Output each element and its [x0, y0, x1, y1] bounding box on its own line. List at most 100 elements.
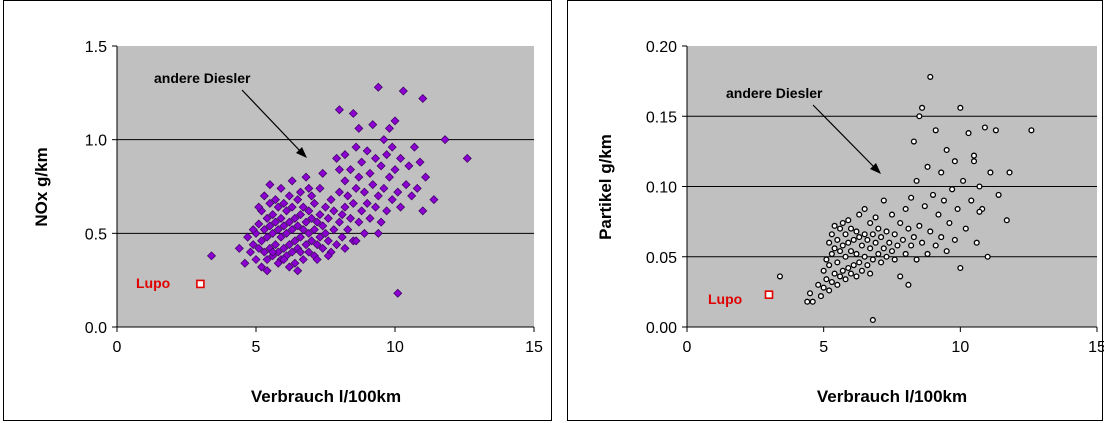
data-point: [938, 234, 945, 241]
data-point: [207, 251, 217, 261]
data-point: [976, 183, 983, 190]
data-point: [259, 247, 269, 257]
y-tick-label: 0.10: [646, 180, 677, 197]
data-point: [287, 225, 297, 235]
data-point: [243, 232, 253, 242]
data-point: [295, 247, 305, 257]
data-point: [384, 172, 394, 182]
data-point: [837, 273, 844, 280]
data-point: [307, 236, 317, 246]
data-point: [897, 273, 904, 280]
data-point: [842, 253, 849, 260]
data-point: [861, 205, 868, 213]
data-point: [828, 278, 835, 286]
lupo-marker: [196, 279, 205, 289]
data-point: [919, 239, 926, 246]
data-point: [307, 213, 317, 223]
data-point: [864, 262, 871, 269]
data-point: [853, 228, 860, 235]
data-point: [421, 172, 431, 182]
data-point: [279, 221, 289, 231]
data-point: [373, 82, 383, 92]
data-point: [373, 228, 383, 238]
data-point: [265, 221, 275, 231]
data-point: [384, 123, 394, 133]
data-point: [329, 225, 339, 235]
data-point: [954, 205, 961, 213]
data-point: [298, 225, 308, 235]
data-point: [845, 239, 852, 246]
data-point: [828, 231, 835, 238]
data-point: [987, 169, 994, 176]
data-point: [837, 248, 844, 255]
data-point: [268, 247, 278, 257]
data-point: [365, 168, 375, 178]
data-point: [293, 221, 303, 231]
data-point: [290, 258, 300, 268]
data-point: [929, 191, 937, 198]
data-point: [858, 242, 865, 249]
data-point: [365, 213, 375, 223]
data-point: [872, 214, 879, 221]
y-tick-label: 0.0: [85, 320, 107, 337]
data-point: [304, 183, 314, 193]
data-point: [872, 239, 879, 246]
data-point: [371, 153, 381, 163]
data-point: [351, 183, 361, 193]
data-point: [409, 142, 419, 152]
data-point: [359, 228, 369, 238]
data-point: [850, 236, 857, 243]
data-point: [839, 219, 846, 227]
data-point: [293, 266, 303, 276]
data-point: [828, 250, 835, 257]
data-point: [248, 240, 258, 250]
data-point: [899, 236, 906, 243]
data-point: [908, 194, 915, 201]
data-point: [823, 276, 830, 283]
data-point: [240, 258, 250, 268]
data-point: [357, 206, 367, 216]
data-point: [867, 219, 874, 227]
data-point: [315, 232, 325, 242]
data-point: [902, 250, 909, 257]
data-point: [867, 245, 874, 252]
data-point: [354, 123, 364, 133]
data-point: [462, 153, 472, 163]
data-point: [273, 202, 283, 212]
data-point: [334, 217, 344, 227]
data-point: [957, 264, 964, 272]
data-point: [804, 298, 811, 305]
x-tick-label: 15: [525, 339, 543, 356]
data-point: [287, 202, 297, 212]
data-point: [282, 206, 292, 216]
data-point: [295, 232, 305, 242]
data-point: [301, 240, 311, 250]
y-tick-label: 1.5: [85, 39, 107, 56]
data-point: [323, 251, 333, 261]
data-point: [295, 210, 305, 220]
data-point: [429, 195, 439, 205]
y-axis-title: NOx g/km: [32, 147, 51, 226]
data-point: [343, 225, 353, 235]
data-point: [284, 191, 294, 201]
annotation-arrowhead: [870, 163, 881, 174]
data-point: [323, 213, 333, 223]
data-point: [279, 255, 289, 265]
data-point: [387, 195, 397, 205]
data-point: [334, 187, 344, 197]
data-point: [268, 210, 278, 220]
data-point: [390, 165, 400, 175]
data-point: [304, 247, 314, 257]
annotation-text: andere Diesler: [726, 85, 823, 101]
data-point: [776, 273, 783, 280]
x-tick-label: 0: [683, 339, 692, 356]
data-point: [826, 287, 833, 294]
data-point: [254, 202, 264, 212]
data-point: [867, 270, 874, 277]
data-point: [949, 186, 956, 193]
data-point: [373, 191, 383, 201]
data-point: [861, 253, 868, 260]
data-point: [398, 86, 408, 96]
data-point: [382, 206, 392, 216]
data-point: [368, 120, 378, 130]
